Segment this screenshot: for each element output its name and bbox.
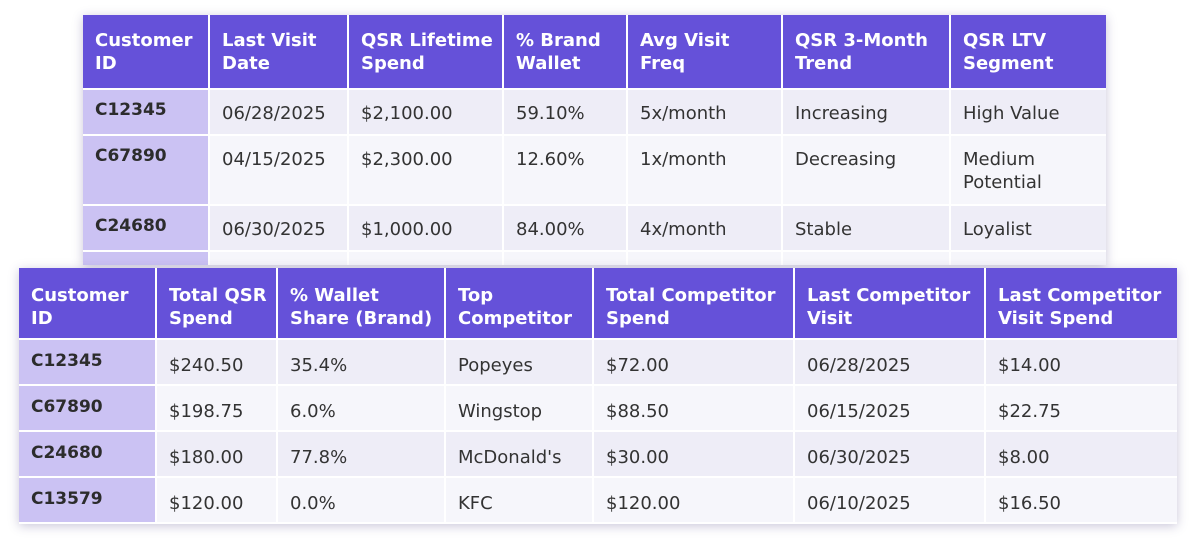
table-cell: Stable [783,206,951,252]
column-header-qsr-lifetime-spend[interactable]: QSR Lifetime Spend [349,15,504,90]
table-cell: $198.75 [157,386,278,432]
table-cell: 4x/month [628,206,783,252]
table-cell: Increasing [783,90,951,136]
table-cell [210,252,349,265]
table-row[interactable]: C67890 04/15/2025 $2,300.00 12.60% 1x/mo… [83,136,1106,206]
table-cell: $1,000.00 [349,206,504,252]
table-cell: $120.00 [157,478,278,524]
table-cell: 6.0% [278,386,446,432]
table-cell: $2,100.00 [349,90,504,136]
table-cell: McDonald's [446,432,594,478]
column-header-customer-id[interactable]: Customer ID [83,15,210,90]
customer-id-cell: C12345 [83,90,210,136]
column-header-total-competitor-spend[interactable]: Total Competitor Spend [594,268,795,340]
table-cell: Medium Potential [951,136,1106,206]
table-cell: $88.50 [594,386,795,432]
table-cell: 5x/month [628,90,783,136]
table-row[interactable]: C12345 06/28/2025 $2,100.00 59.10% 5x/mo… [83,90,1106,136]
column-header-last-competitor-visit[interactable]: Last Competitor Visit [795,268,986,340]
qsr-profile-table-card: Customer ID Last Visit Date QSR Lifetime Sp… [83,15,1106,265]
table-cell: 77.8% [278,432,446,478]
table-cell: $8.00 [986,432,1177,478]
table-row[interactable]: C24680 06/30/2025 $1,000.00 84.00% 4x/mo… [83,206,1106,252]
table-header-row: Customer ID Total QSR Spend % Wallet Share … [19,268,1177,340]
column-header-total-qsr-spend[interactable]: Total QSR Spend [157,268,278,340]
table-cell: 59.10% [504,90,628,136]
table-cell [951,252,1106,265]
table-cell: $180.00 [157,432,278,478]
table-header-row: Customer ID Last Visit Date QSR Lifetime Sp… [83,15,1106,90]
table-row[interactable]: C67890 $198.75 6.0% Wingstop $88.50 06/1… [19,386,1177,432]
table-cell: 1x/month [628,136,783,206]
table-cell: $120.00 [594,478,795,524]
table-cell: 0.0% [278,478,446,524]
table-cell: 06/15/2025 [795,386,986,432]
table-cell: 06/30/2025 [210,206,349,252]
table-cell: KFC [446,478,594,524]
table-cell: $30.00 [594,432,795,478]
column-header-qsr-ltv-segment[interactable]: QSR LTV Segment [951,15,1106,90]
customer-id-cell: C12345 [19,340,157,386]
column-header-last-visit-date[interactable]: Last Visit Date [210,15,349,90]
table-cell: 12.60% [504,136,628,206]
table-cell: $240.50 [157,340,278,386]
table-cell: 35.4% [278,340,446,386]
table-cell: $22.75 [986,386,1177,432]
table-cell: $2,300.00 [349,136,504,206]
customer-id-cell: C67890 [83,136,210,206]
column-header-avg-visit-freq[interactable]: Avg Visit Freq [628,15,783,90]
table-cell: $14.00 [986,340,1177,386]
table-cell: High Value [951,90,1106,136]
table-cell: 06/28/2025 [795,340,986,386]
column-header-qsr-3-month-trend[interactable]: QSR 3-Month Trend [783,15,951,90]
column-header-customer-id[interactable]: Customer ID [19,268,157,340]
table-cell: $72.00 [594,340,795,386]
customer-id-cell: C24680 [83,206,210,252]
customer-id-cell [83,252,210,265]
customer-id-cell: C24680 [19,432,157,478]
table-cell [504,252,628,265]
competitor-wallet-table-card: Customer ID Total QSR Spend % Wallet Share … [19,268,1177,524]
table-cell [628,252,783,265]
qsr-profile-table: Customer ID Last Visit Date QSR Lifetime Sp… [83,15,1106,265]
table-cell: Loyalist [951,206,1106,252]
competitor-wallet-table: Customer ID Total QSR Spend % Wallet Share … [19,268,1177,524]
column-header-top-competitor[interactable]: Top Competitor [446,268,594,340]
table-cell [349,252,504,265]
table-cell: 06/30/2025 [795,432,986,478]
customer-id-cell: C67890 [19,386,157,432]
column-header-last-competitor-visit-spend[interactable]: Last Competitor Visit Spend [986,268,1177,340]
column-header-wallet-share-brand[interactable]: % Wallet Share (Brand) [278,268,446,340]
table-cell [783,252,951,265]
table-row[interactable]: C24680 $180.00 77.8% McDonald's $30.00 0… [19,432,1177,478]
table-row[interactable]: C13579 $120.00 0.0% KFC $120.00 06/10/20… [19,478,1177,524]
table-cell: 04/15/2025 [210,136,349,206]
customer-id-cell: C13579 [19,478,157,524]
table-cell: $16.50 [986,478,1177,524]
table-cell: 06/10/2025 [795,478,986,524]
table-cell: Decreasing [783,136,951,206]
table-cell: 06/28/2025 [210,90,349,136]
column-header-brand-wallet[interactable]: % Brand Wallet [504,15,628,90]
table-row-partially-hidden [83,252,1106,265]
table-cell: Popeyes [446,340,594,386]
table-cell: Wingstop [446,386,594,432]
table-row[interactable]: C12345 $240.50 35.4% Popeyes $72.00 06/2… [19,340,1177,386]
table-cell: 84.00% [504,206,628,252]
